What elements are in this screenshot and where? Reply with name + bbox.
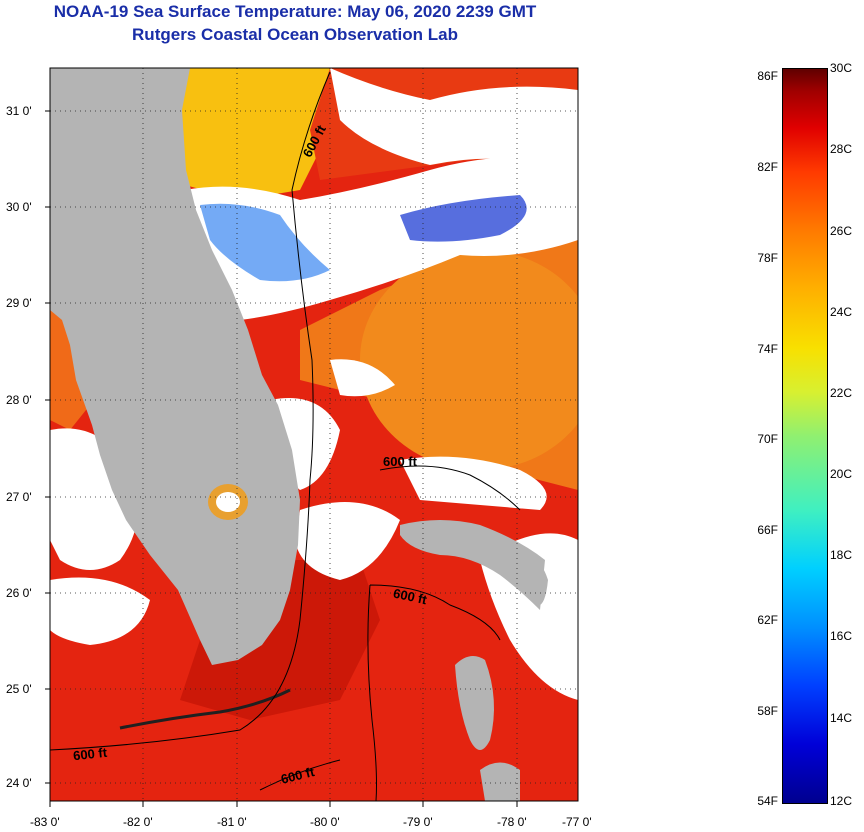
lake-okeechobee-cloud	[216, 492, 240, 512]
lat-ticks	[45, 110, 50, 784]
lat-label-25: 25 0'	[6, 682, 32, 696]
bahamas-abaco	[525, 559, 548, 606]
ocean-eddy	[360, 250, 578, 470]
contour-label-gulf: 600 ft	[72, 745, 108, 764]
contour-600ft-great-bahama	[367, 584, 501, 801]
colorbar-c-24: 24C	[830, 305, 853, 319]
lat-label-28: 28 0'	[6, 393, 32, 407]
florida-straits-dark	[180, 560, 380, 720]
cold-patch-north	[200, 203, 330, 282]
colorbar-c-22: 22C	[830, 386, 853, 400]
lon-label-82: -82 0'	[123, 815, 153, 829]
map-subtitle: Rutgers Coastal Ocean Observation Lab	[132, 25, 458, 44]
lat-label-24: 24 0'	[6, 776, 32, 790]
lon-label-80: -80 0'	[310, 815, 340, 829]
contour-600ft-florida-shelf	[50, 71, 331, 751]
colorbar-f-82: 82F	[757, 160, 778, 174]
florida-keys	[119, 688, 291, 730]
colorbar-c-30: 30C	[830, 61, 853, 75]
cloud-straits	[295, 502, 400, 580]
lat-label-29: 29 0'	[6, 296, 32, 310]
map-title: NOAA-19 Sea Surface Temperature: May 06,…	[53, 2, 537, 21]
colorbar-c-20: 20C	[830, 467, 853, 481]
cloud-small-1	[330, 359, 395, 397]
lon-label-77: -77 0'	[562, 815, 592, 829]
lon-label-78: -78 0'	[497, 815, 527, 829]
lon-label-83: -83 0'	[30, 815, 60, 829]
colorbar-f-58: 58F	[757, 704, 778, 718]
cloud-keys-west	[50, 577, 150, 645]
lat-label-27: 27 0'	[6, 490, 32, 504]
colorbar-f-62: 62F	[757, 613, 778, 627]
colorbar-c-18: 18C	[830, 548, 853, 562]
temperature-colorbar	[782, 68, 828, 804]
colorbar-c-16: 16C	[830, 629, 853, 643]
sst-imagery	[50, 68, 578, 801]
lat-label-31: 31 0'	[6, 104, 32, 118]
colorbar-c-26: 26C	[830, 224, 853, 238]
colorbar-f-74: 74F	[757, 342, 778, 356]
bahamas-grand-bahama	[400, 520, 545, 610]
ocean-cool-yellow-region	[180, 68, 340, 200]
lat-label-26: 26 0'	[6, 586, 32, 600]
lat-label-30: 30 0'	[6, 200, 32, 214]
bahamas-andros	[455, 656, 494, 750]
contour-label-little-bahama: 600 ft	[383, 454, 418, 469]
lon-label-79: -79 0'	[403, 815, 433, 829]
colorbar-c-28: 28C	[830, 142, 853, 156]
contour-600ft-cuba	[259, 759, 341, 791]
colorbar-c-14: 14C	[830, 711, 853, 725]
lon-ticks	[49, 801, 518, 807]
colorbar-f-78: 78F	[757, 251, 778, 265]
colorbar-f-86: 86F	[757, 69, 778, 83]
bahamas-south	[480, 762, 520, 801]
lon-label-81: -81 0'	[217, 815, 247, 829]
contour-label-great-bahama: 600 ft	[392, 586, 429, 608]
colorbar-c-12: 12C	[830, 794, 853, 808]
map-frame	[49, 67, 579, 802]
colorbar-f-54: 54F	[757, 794, 778, 808]
map-grid	[50, 68, 578, 801]
colorbar-f-70: 70F	[757, 432, 778, 446]
cloud-band-northeast	[330, 68, 578, 170]
colorbar-f-66: 66F	[757, 523, 778, 537]
